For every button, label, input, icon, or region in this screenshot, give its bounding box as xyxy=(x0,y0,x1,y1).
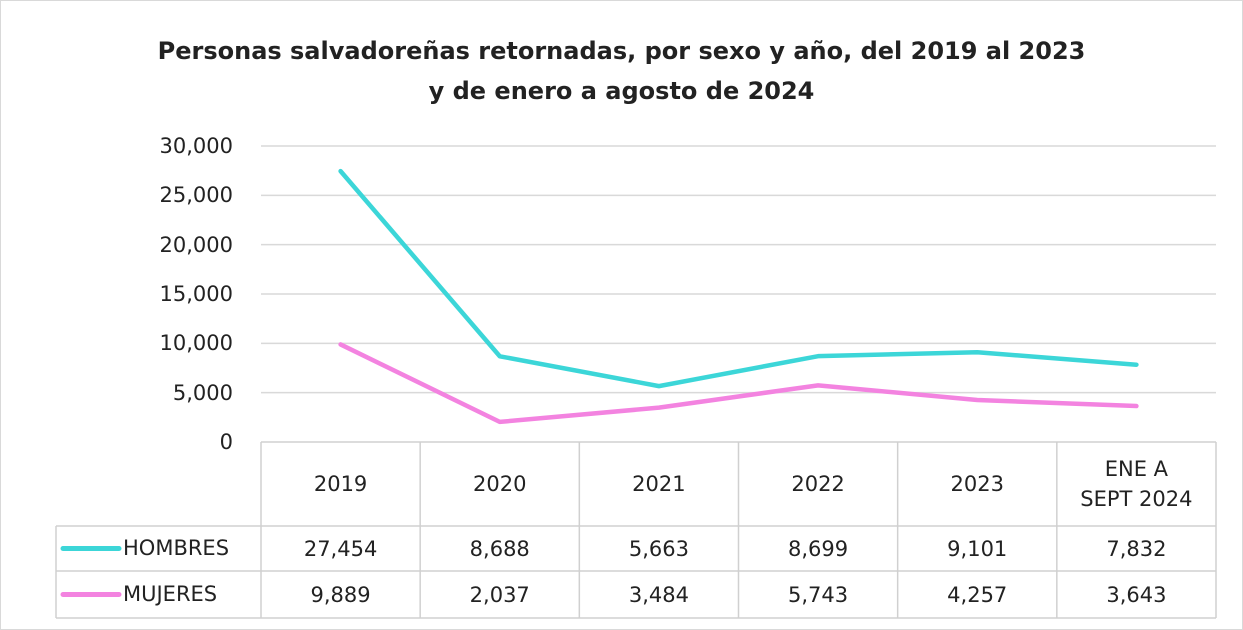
data-label: 5,743 xyxy=(788,582,849,607)
x-tick-label: 2023 xyxy=(950,472,1004,496)
data-label: 9,101 xyxy=(947,536,1008,561)
data-label: 8,688 xyxy=(469,536,530,561)
x-tick-label: 2020 xyxy=(473,472,527,496)
data-label: 27,454 xyxy=(303,536,378,561)
data-label: 9,889 xyxy=(310,582,371,607)
x-tick-label: 2019 xyxy=(313,472,368,496)
data-label: 2,037 xyxy=(469,582,530,607)
data-label: 8,699 xyxy=(788,536,849,561)
legend-label: MUJERES xyxy=(123,581,218,606)
chart-title: Personas salvadoreñas retornadas, por se… xyxy=(157,37,1086,105)
series-line xyxy=(338,342,1139,425)
y-tick-label: 5,000 xyxy=(172,380,233,405)
data-label: 3,484 xyxy=(628,582,689,607)
data-label: 7,832 xyxy=(1106,536,1167,561)
series-line xyxy=(338,168,1139,389)
data-label: 3,643 xyxy=(1106,582,1167,607)
x-tick-label: 2022 xyxy=(791,472,845,496)
legend-label: HOMBRES xyxy=(123,535,230,560)
y-tick-label: 30,000 xyxy=(159,134,233,158)
y-tick-label: 0 xyxy=(219,430,233,454)
y-tick-label: 25,000 xyxy=(159,183,233,208)
data-label: 5,663 xyxy=(628,536,689,561)
y-tick-label: 20,000 xyxy=(159,232,233,257)
x-tick-label: ENE A SEPT 2024 xyxy=(1080,457,1193,511)
y-tick-label: 10,000 xyxy=(159,331,233,356)
y-tick-label: 15,000 xyxy=(159,282,233,306)
data-label: 4,257 xyxy=(947,582,1008,607)
x-tick-label: 2021 xyxy=(632,472,686,496)
